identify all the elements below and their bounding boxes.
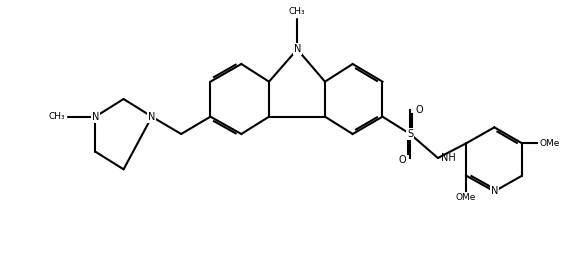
Text: N: N bbox=[294, 44, 301, 54]
Text: S: S bbox=[407, 129, 413, 139]
Text: NH: NH bbox=[441, 153, 456, 163]
Text: OMe: OMe bbox=[539, 139, 560, 148]
Text: CH₃: CH₃ bbox=[289, 7, 305, 16]
Text: CH₃: CH₃ bbox=[48, 112, 64, 121]
Text: N: N bbox=[148, 112, 155, 122]
Text: O: O bbox=[398, 155, 406, 165]
Text: N: N bbox=[490, 186, 498, 196]
Text: N: N bbox=[91, 112, 99, 122]
Text: O: O bbox=[415, 105, 423, 115]
Text: OMe: OMe bbox=[456, 193, 476, 202]
